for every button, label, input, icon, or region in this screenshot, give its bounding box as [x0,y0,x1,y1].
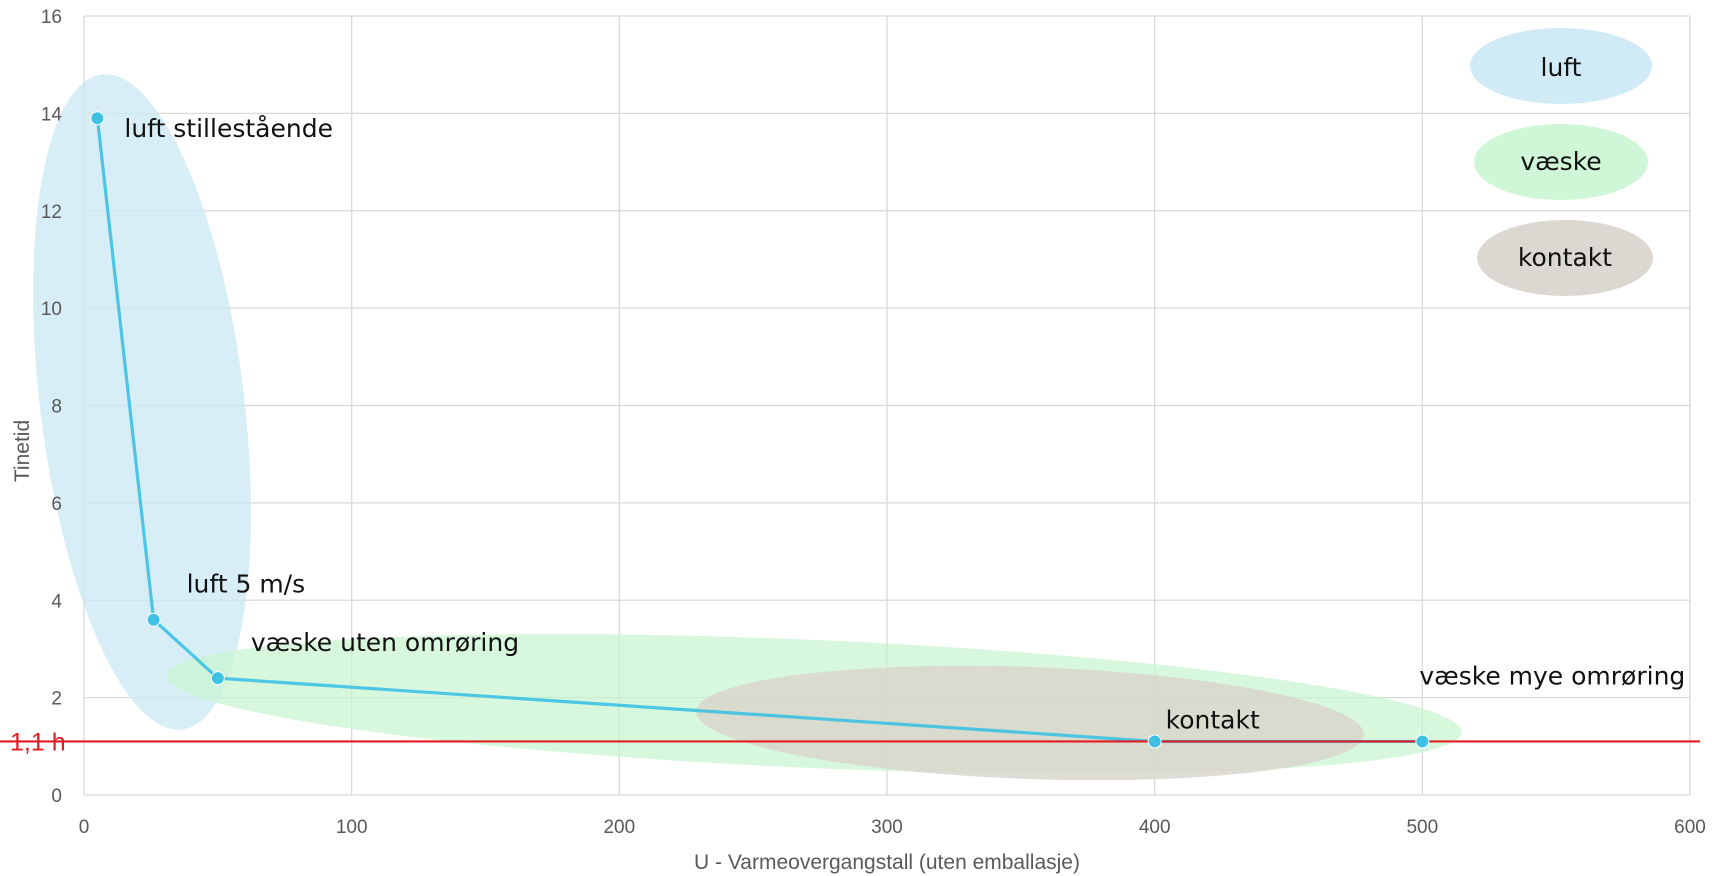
reference-line-label: 1,1 h [10,728,66,756]
legend-swatch-kontakt [1477,220,1653,296]
data-point [1415,734,1430,749]
y-tick-label: 12 [41,202,62,223]
x-tick-label: 300 [871,817,903,838]
y-tick-label: 16 [41,7,62,28]
legend-swatch-vaeske [1474,124,1648,200]
region-luft [33,74,251,730]
legend-item-luft: luft [1470,28,1652,104]
x-tick-label: 0 [79,817,90,838]
plot-layer: 1,1 h luft stillestående luft 5 m/s væske u… [0,111,1700,756]
y-tick-label: 6 [51,494,62,515]
grid [83,15,1691,796]
regions [33,74,1462,781]
region-kontakt [696,665,1364,781]
x-tick-label: 500 [1406,817,1438,838]
x-tick-label: 100 [336,817,368,838]
y-tick-label: 14 [41,104,63,125]
y-axis-title: Tinetid [11,420,34,482]
y-tick-label: 4 [51,591,62,612]
data-point-label: luft stillestående [124,114,333,143]
legend-swatch-luft [1470,28,1652,104]
y-tick-label: 0 [51,786,62,807]
x-axis-title: U - Varmeovergangstall (uten emballasje) [694,851,1080,874]
legend-item-vaeske: væske [1474,124,1648,200]
data-point-label: luft 5 m/s [187,570,306,599]
legend: luft væske kontakt [1470,28,1653,296]
data-point [1147,734,1162,749]
data-point-label: væske mye omrøring [1419,661,1685,690]
x-tick-label: 200 [603,817,635,838]
y-tick-label: 2 [51,689,62,710]
legend-label-vaeske: væske [1520,147,1601,176]
y-tick-label: 8 [51,397,62,418]
legend-item-kontakt: kontakt [1477,220,1653,296]
data-point [90,111,105,126]
x-tick-label: 600 [1674,817,1706,838]
data-point-label: kontakt [1166,705,1260,734]
y-tick-label: 10 [41,299,62,320]
legend-label-luft: luft [1541,53,1582,82]
axes-text: U - Varmeovergangstall (uten emballasje)… [11,7,1706,874]
legend-label-kontakt: kontakt [1518,243,1612,272]
x-tick-label: 400 [1139,817,1171,838]
data-point-label: væske uten omrøring [251,628,519,657]
data-point [210,671,225,686]
data-point [146,612,161,627]
